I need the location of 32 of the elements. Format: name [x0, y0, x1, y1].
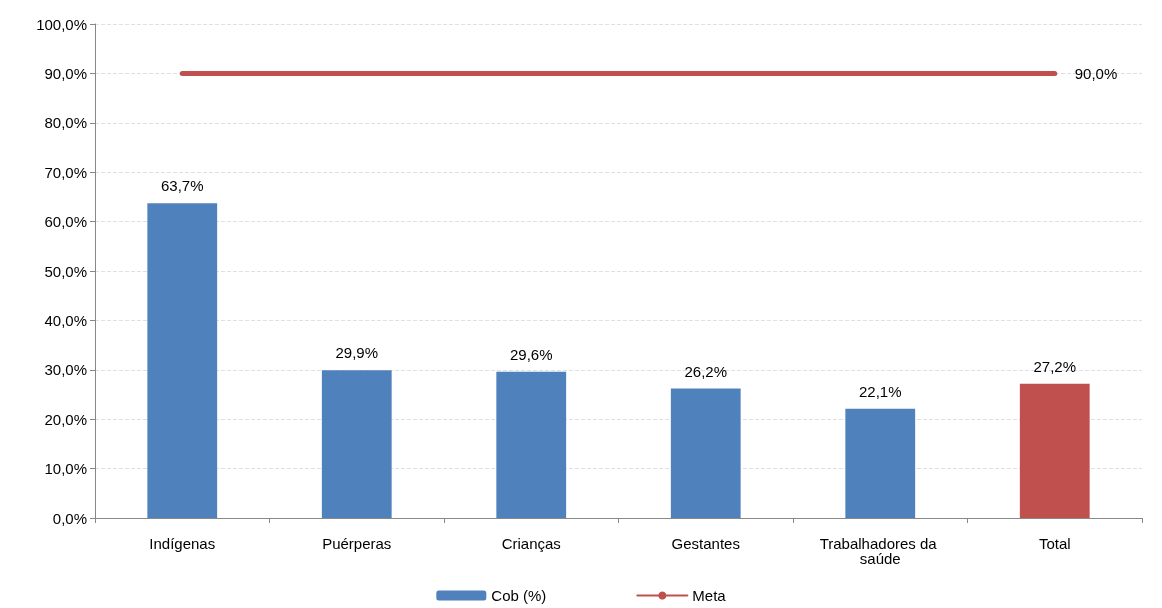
data-label: 29,6% [509, 345, 553, 363]
bar [670, 388, 741, 518]
x-tick-label: Gestantes [671, 535, 740, 552]
y-tick-label: 30,0% [44, 361, 87, 379]
data-label: 22,1% [858, 382, 902, 400]
data-label: 27,2% [1033, 357, 1077, 375]
x-tick-label: Puérperas [322, 535, 392, 552]
y-tick-label: 10,0% [44, 460, 87, 478]
legend-label: Meta [692, 587, 727, 604]
x-tick-label: Total [1038, 535, 1071, 552]
bar [845, 408, 916, 518]
y-tick-label: 100,0% [36, 15, 87, 33]
data-label: 63,7% [160, 177, 204, 195]
bar [147, 203, 218, 518]
bar [1019, 383, 1090, 518]
y-tick-label: 40,0% [44, 311, 87, 329]
y-tick-label: 0,0% [52, 509, 87, 527]
y-tick-label: 80,0% [44, 114, 87, 132]
y-tick-label: 20,0% [44, 410, 87, 428]
legend-label: Cob (%) [491, 587, 547, 604]
y-tick-label: 60,0% [44, 213, 87, 231]
y-tick-label: 90,0% [44, 64, 87, 82]
x-tick-label: Trabalhadores da saúde [819, 535, 941, 567]
y-tick-label: 70,0% [44, 163, 87, 181]
x-tick-label: Indígenas [149, 535, 216, 552]
bar [321, 370, 392, 518]
data-label: 90,0% [1074, 64, 1118, 82]
data-label: 29,9% [335, 344, 379, 362]
y-tick-label: 50,0% [44, 262, 87, 280]
x-tick-label: Crianças [501, 535, 561, 552]
data-label: 26,2% [684, 362, 728, 380]
bar [496, 371, 567, 518]
